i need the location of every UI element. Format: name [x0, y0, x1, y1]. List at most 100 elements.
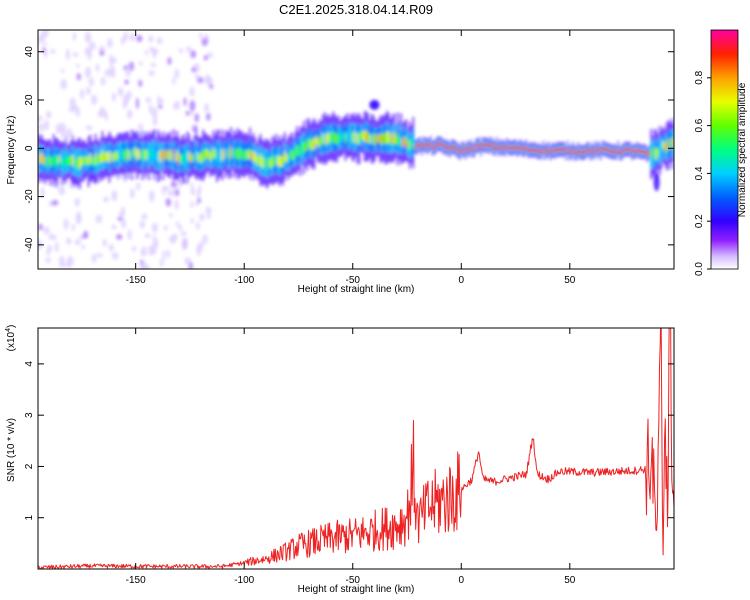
- noise-cell: [197, 197, 202, 204]
- band-core-cell: [483, 143, 486, 147]
- spectrogram-heatmap: [38, 30, 674, 269]
- noise-cell: [199, 32, 203, 40]
- noise-cell: [148, 245, 155, 256]
- band-core-cell: [509, 146, 512, 150]
- snr-panel: -150 -100 -50 0 50 1 2 3 4 Height of straight l…: [5, 325, 675, 595]
- noise-cell: [75, 106, 81, 117]
- band-core-cell: [646, 153, 649, 157]
- noise-cell: [90, 94, 98, 105]
- noise-cell: [74, 239, 82, 246]
- band-core-cell: [79, 157, 81, 170]
- noise-cell: [76, 211, 81, 221]
- snr-frame: [37, 327, 675, 570]
- noise-cell: [49, 49, 56, 54]
- band-core-cell: [629, 147, 632, 152]
- band-core-cell: [518, 146, 521, 150]
- band-core-cell: [374, 135, 376, 145]
- noise-cell: [66, 128, 73, 139]
- band-core-cell: [313, 138, 316, 150]
- noise-cell: [124, 94, 129, 105]
- band-core-cell: [433, 145, 435, 149]
- colorbar-tick-label: 0.2: [694, 214, 705, 228]
- band-core-cell: [181, 154, 184, 166]
- band-core-cell: [513, 145, 515, 150]
- band-core-cell: [435, 144, 437, 148]
- band-core-cell: [344, 133, 347, 144]
- noise-cell: [111, 224, 117, 230]
- band-core-cell: [369, 134, 371, 144]
- band-core-cell: [197, 152, 199, 162]
- band-core-cell: [117, 151, 119, 162]
- noise-cell: [172, 77, 176, 86]
- noise-cell: [196, 244, 202, 256]
- noise-cell: [102, 239, 108, 247]
- noise-cell: [175, 99, 180, 111]
- noise-cell: [171, 188, 176, 196]
- noise-cell: [46, 245, 53, 253]
- noise-cell: [88, 77, 95, 87]
- noise-cell: [180, 231, 187, 236]
- band-core-cell: [398, 137, 401, 146]
- band-core-cell: [454, 146, 456, 150]
- noise-cell: [140, 261, 146, 269]
- snr-ytick-label: 3: [24, 412, 35, 418]
- noise-cell: [111, 92, 117, 102]
- noise-cell: [76, 72, 82, 81]
- noise-cell: [201, 37, 208, 47]
- noise-cell: [190, 217, 194, 224]
- band-core-cell: [664, 143, 666, 152]
- band-core-cell: [211, 152, 213, 161]
- band-core-cell: [66, 158, 69, 166]
- band-core-cell: [537, 150, 540, 154]
- band-core-cell: [643, 149, 646, 153]
- band-core-cell: [51, 157, 53, 166]
- colorbar-gradient: [710, 29, 739, 270]
- band-core-cell: [669, 138, 672, 147]
- noise-cell: [40, 187, 45, 198]
- band-core-cell: [353, 131, 356, 143]
- noise-cell: [159, 258, 164, 267]
- band-core-cell: [422, 142, 425, 146]
- band-core-cell: [171, 152, 173, 160]
- band-core-cell: [410, 140, 413, 149]
- noise-cell: [71, 223, 75, 232]
- band-core-cell: [230, 146, 232, 158]
- noise-cell: [120, 218, 127, 229]
- band-core-cell: [292, 152, 295, 161]
- band-core-cell: [191, 154, 194, 162]
- band-core-cell: [671, 138, 673, 150]
- band-core-cell: [421, 146, 423, 150]
- noise-cell: [199, 213, 205, 222]
- noise-cell: [54, 241, 59, 253]
- band-core-cell: [520, 145, 522, 149]
- band-core-cell: [638, 149, 640, 153]
- snr-xtick-label: 0: [458, 575, 464, 586]
- band-core-cell: [549, 151, 552, 155]
- band-core-cell: [596, 149, 599, 153]
- band-core-cell: [259, 154, 262, 166]
- band-core-cell: [388, 132, 390, 143]
- band-core-cell: [61, 158, 64, 169]
- band-core-cell: [415, 145, 418, 149]
- band-core-cell: [148, 150, 151, 162]
- noise-cell: [43, 226, 50, 235]
- noise-cell: [48, 233, 55, 240]
- noise-cell: [144, 50, 149, 55]
- band-core-cell: [641, 150, 644, 154]
- band-core-cell: [47, 155, 50, 164]
- band-core-cell: [617, 146, 619, 150]
- noise-cell: [182, 237, 189, 250]
- band-core-cell: [492, 145, 494, 150]
- band-core-cell: [469, 145, 472, 149]
- noise-cell: [151, 222, 159, 233]
- noise-cell: [95, 214, 103, 224]
- noise-cell: [39, 32, 46, 43]
- spectrogram-xtick-label: -50: [346, 275, 361, 286]
- noise-cell: [176, 220, 180, 227]
- noise-cell: [116, 233, 123, 241]
- band-core-cell: [560, 147, 562, 151]
- band-core-cell: [391, 133, 394, 144]
- band-core-cell: [431, 146, 434, 150]
- band-core-cell: [598, 147, 600, 151]
